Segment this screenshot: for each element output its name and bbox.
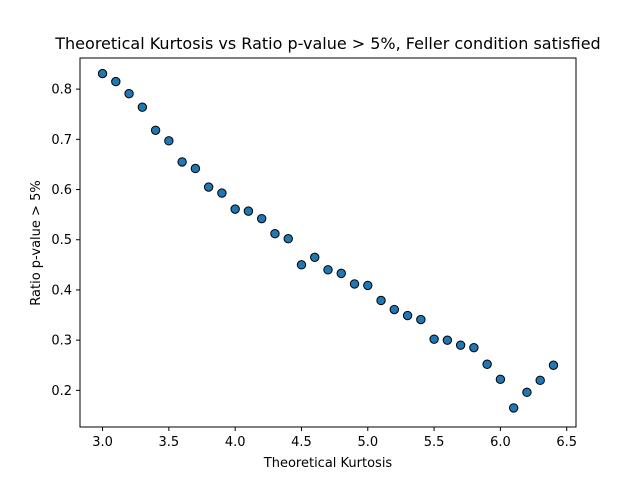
- y-tick-label: 0.4: [51, 283, 72, 298]
- x-tick-label: 3.0: [92, 435, 113, 450]
- y-tick-label: 0.5: [51, 233, 72, 248]
- data-point: [416, 314, 426, 325]
- data-points: [97, 68, 559, 413]
- y-axis-label: Ratio p-value > 5%: [29, 180, 44, 305]
- x-tick-label: 4.5: [291, 435, 312, 450]
- data-point: [243, 206, 254, 216]
- data-point: [137, 102, 148, 112]
- data-point: [429, 334, 439, 344]
- data-point: [508, 403, 519, 413]
- data-point: [349, 279, 360, 289]
- chart-title: Theoretical Kurtosis vs Ratio p-value > …: [54, 34, 600, 53]
- data-point: [256, 213, 267, 224]
- data-point: [336, 268, 346, 279]
- data-point: [230, 204, 240, 214]
- y-tick-label: 0.6: [51, 183, 72, 198]
- data-point: [469, 342, 479, 353]
- data-point: [455, 340, 466, 350]
- data-point: [535, 375, 545, 386]
- y-tick-label: 0.7: [51, 133, 72, 148]
- data-point: [323, 265, 333, 275]
- data-point: [150, 125, 161, 135]
- x-tick-label: 5.5: [424, 435, 445, 450]
- data-point: [310, 252, 320, 263]
- y-tick-label: 0.3: [51, 334, 72, 349]
- data-point: [164, 136, 174, 146]
- x-axis-label: Theoretical Kurtosis: [263, 456, 393, 471]
- data-point: [296, 260, 307, 270]
- data-point: [111, 76, 121, 87]
- x-tick-label: 5.0: [357, 435, 378, 450]
- data-point: [402, 310, 413, 321]
- x-tick-label: 6.5: [556, 435, 577, 450]
- data-point: [270, 229, 280, 239]
- x-axis: 3.0 3.5 4.0 4.5 5.0 5.5 6.0 6.5: [92, 427, 577, 450]
- data-point: [203, 182, 214, 192]
- data-point: [124, 88, 134, 99]
- data-point: [190, 163, 201, 174]
- data-point: [363, 280, 373, 291]
- data-point: [283, 234, 293, 244]
- plot-frame: [79, 57, 577, 428]
- y-axis: 0.2 0.3 0.4 0.5 0.6 0.7 0.8: [51, 83, 80, 399]
- data-point: [177, 157, 187, 167]
- x-tick-label: 4.0: [225, 435, 246, 450]
- x-tick-label: 6.0: [490, 435, 511, 450]
- data-point: [97, 68, 108, 79]
- x-tick-label: 3.5: [159, 435, 180, 450]
- data-point: [522, 387, 532, 398]
- data-point: [389, 304, 400, 315]
- data-point: [548, 360, 559, 370]
- data-point: [442, 335, 453, 345]
- y-tick-label: 0.8: [51, 83, 72, 98]
- data-point: [217, 188, 227, 198]
- y-tick-label: 0.2: [51, 384, 72, 399]
- data-point: [376, 295, 386, 306]
- data-point: [495, 374, 506, 385]
- data-point: [482, 359, 492, 369]
